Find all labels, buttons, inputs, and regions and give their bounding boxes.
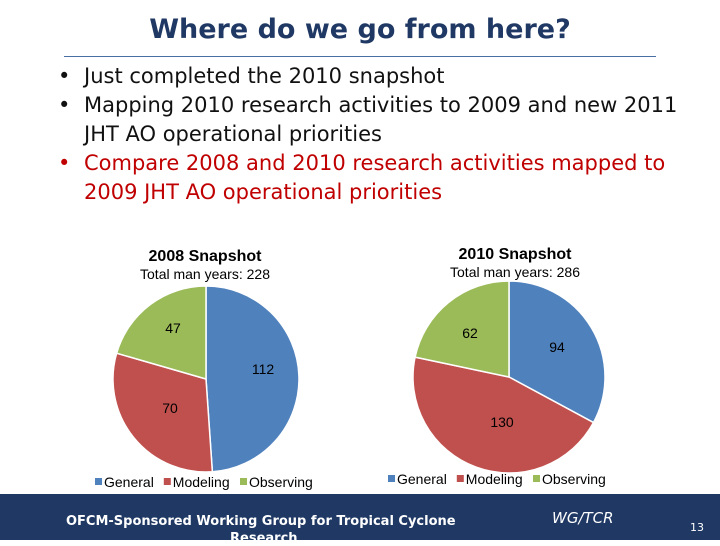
bullet-item: • Just completed the 2010 snapshot <box>58 62 678 91</box>
pie-slice-general <box>205 285 300 473</box>
data-label: 94 <box>549 339 565 355</box>
bullet-dot-icon: • <box>58 151 71 175</box>
pie-slice-modeling <box>412 356 595 474</box>
data-label: 70 <box>162 400 178 416</box>
pie-charts: 112 70 47 General Modeling Observing 94 130 62 Ge… <box>95 280 606 490</box>
bullet-list: • Just completed the 2010 snapshot • Mappi… <box>58 62 678 207</box>
legend-swatch-observing <box>240 478 247 485</box>
data-label: 62 <box>462 325 478 341</box>
bullet-text: Just completed the 2010 snapshot <box>84 64 445 88</box>
legend-label-general: General <box>104 474 154 490</box>
bullet-dot-icon: • <box>58 93 71 117</box>
chart-2008-title: 2008 Snapshot <box>148 248 262 265</box>
bullet-text: Mapping 2010 research activities to 2009… <box>84 93 678 146</box>
legend-label-modeling: Modeling <box>173 474 230 490</box>
chart-2008-subtitle: Total man years: 228 <box>140 266 270 282</box>
legend-swatch-modeling <box>456 475 464 482</box>
footer-text-continued: Research <box>230 531 298 546</box>
pie-slice-modeling <box>112 352 214 473</box>
chart-2010-subtitle: Total man years: 286 <box>450 264 580 280</box>
bullet-text: Compare 2008 and 2010 research activitie… <box>84 151 666 204</box>
legend-swatch-general <box>388 475 395 482</box>
footer-org: WG/TCR <box>552 509 614 527</box>
bullet-item: • Mapping 2010 research activities to 200… <box>58 91 678 149</box>
legend-label-observing: Observing <box>249 474 313 490</box>
data-label: 47 <box>165 320 181 336</box>
legend-label-observing: Observing <box>542 471 606 487</box>
legend-swatch-general <box>95 478 102 485</box>
footer-text: OFCM-Sponsored Working Group for Tropica… <box>66 514 456 529</box>
legend-swatch-modeling <box>163 478 171 485</box>
legend-label-modeling: Modeling <box>466 471 523 487</box>
page-number: 13 <box>690 521 704 534</box>
legend-swatch-observing <box>533 475 540 482</box>
footer-bar <box>0 494 720 540</box>
data-label: 112 <box>252 361 275 377</box>
slide-title: Where do we go from here? <box>149 14 571 45</box>
pie-slice-observing <box>115 285 207 380</box>
data-label: 130 <box>490 414 514 430</box>
pie-slice-general <box>508 280 606 424</box>
title-divider <box>64 56 656 57</box>
pie-slice-observing <box>414 280 510 378</box>
bullet-item: • Compare 2008 and 2010 research activiti… <box>58 149 678 207</box>
legend-label-general: General <box>397 471 447 487</box>
bullet-dot-icon: • <box>58 64 71 88</box>
chart-2010-title: 2010 Snapshot <box>458 246 572 263</box>
